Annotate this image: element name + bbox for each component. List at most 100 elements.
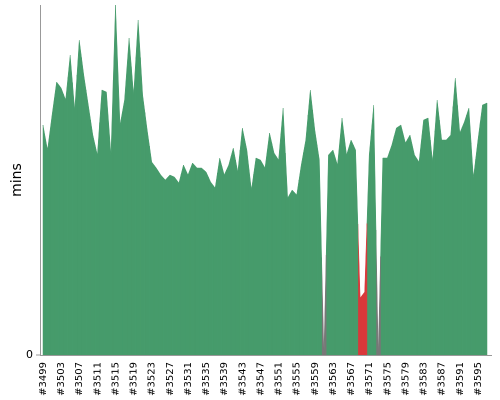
y-tick-label: 0 <box>26 348 33 361</box>
build-area <box>162 176 168 356</box>
build-area <box>153 164 159 356</box>
build-area <box>131 57 137 356</box>
build-area <box>425 117 431 356</box>
build-area <box>244 138 250 356</box>
build-area <box>99 89 105 356</box>
build-area <box>167 174 173 356</box>
build-area <box>67 54 73 356</box>
x-tick-label: #3591 <box>455 362 466 396</box>
x-tick-label: #3567 <box>346 362 357 396</box>
build-area <box>72 74 78 356</box>
build-area <box>470 142 476 356</box>
build-area <box>321 254 327 356</box>
build-area <box>475 122 481 356</box>
build-area <box>416 140 422 356</box>
build-area <box>452 77 458 356</box>
build-area <box>298 152 304 356</box>
build-area <box>353 144 359 356</box>
build-area <box>334 141 341 356</box>
build-area <box>103 90 109 356</box>
build-area <box>58 84 64 356</box>
build-area <box>45 132 51 356</box>
build-area <box>443 136 449 356</box>
build-area <box>221 166 227 356</box>
build-area <box>294 179 300 356</box>
x-tick-label: #3555 <box>292 362 303 396</box>
x-tick-label: #3499 <box>38 362 49 396</box>
build-area <box>63 77 69 356</box>
x-tick-label: #3547 <box>255 362 266 396</box>
x-tick-label: #3523 <box>147 362 158 396</box>
build-area <box>357 223 363 356</box>
x-tick-label: #3579 <box>400 362 411 396</box>
build-area <box>448 106 454 356</box>
build-area <box>185 168 191 356</box>
build-area <box>176 173 182 356</box>
build-area <box>289 189 295 356</box>
build-area <box>253 157 259 356</box>
build-area <box>199 167 205 356</box>
x-tick-label: #3515 <box>110 362 121 396</box>
build-area <box>54 81 60 356</box>
x-tick-label: #3535 <box>201 362 212 396</box>
build-area <box>344 136 350 356</box>
build-area <box>457 105 463 356</box>
x-tick-label: #3583 <box>419 362 430 396</box>
build-area <box>217 157 223 356</box>
x-tick-label: #3539 <box>219 362 230 396</box>
build-area <box>94 122 100 356</box>
build-area <box>484 102 488 356</box>
build-area <box>398 124 404 356</box>
x-tick-label: #3595 <box>473 362 484 396</box>
build-area <box>189 162 196 356</box>
build-area <box>140 57 146 356</box>
build-area <box>330 149 336 356</box>
build-area <box>194 164 200 356</box>
build-area <box>262 150 268 356</box>
build-area <box>366 129 372 356</box>
build-area <box>307 89 313 356</box>
x-tick-label: #3571 <box>364 362 375 396</box>
build-area <box>42 124 46 356</box>
build-area <box>362 223 368 356</box>
x-tick-label: #3507 <box>74 362 85 396</box>
build-area <box>466 107 472 356</box>
x-tick-label: #3563 <box>328 362 339 396</box>
build-area <box>411 144 418 356</box>
build-area <box>239 127 245 356</box>
build-area <box>158 170 164 356</box>
build-area <box>384 151 390 356</box>
build-area <box>81 57 87 356</box>
x-tick-label: #3551 <box>274 362 285 396</box>
build-area <box>380 157 386 356</box>
build-area <box>303 114 309 356</box>
build-area <box>90 119 96 356</box>
build-area <box>339 117 345 356</box>
y-axis-label: mins <box>9 163 25 197</box>
build-area <box>407 134 413 356</box>
build-area <box>112 4 119 356</box>
build-area <box>461 114 467 356</box>
build-area <box>180 164 186 356</box>
build-area <box>149 145 155 356</box>
build-area <box>135 19 141 356</box>
build-area <box>248 169 254 356</box>
build-area <box>126 37 132 356</box>
build-area <box>108 79 114 356</box>
build-area <box>226 156 232 356</box>
x-tick-label: #3527 <box>165 362 176 396</box>
build-area <box>371 104 377 356</box>
build-area <box>203 169 209 356</box>
build-area <box>212 172 218 356</box>
build-area <box>280 107 286 356</box>
build-area <box>285 152 291 356</box>
x-tick-label: #3519 <box>129 362 140 396</box>
build-area <box>49 98 55 356</box>
build-area <box>276 133 282 356</box>
build-area <box>267 132 273 356</box>
build-area <box>271 142 277 356</box>
x-tick-label: #3543 <box>237 362 248 396</box>
build-area <box>389 136 395 356</box>
build-area <box>257 158 263 356</box>
